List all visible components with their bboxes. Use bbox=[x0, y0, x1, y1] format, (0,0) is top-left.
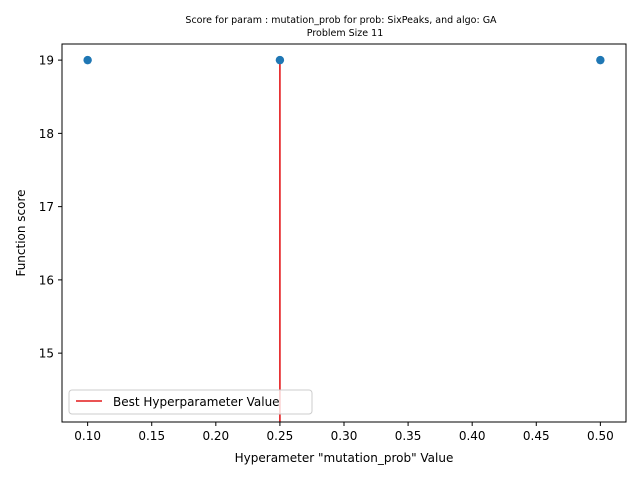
y-axis-ticks: 15 16 17 18 19 bbox=[39, 54, 62, 361]
y-tick-label: 16 bbox=[39, 273, 54, 287]
plot-area-frame bbox=[61, 43, 627, 423]
y-tick-label: 15 bbox=[39, 347, 54, 361]
chart-title-line-1: Score for param : mutation_prob for prob… bbox=[185, 15, 497, 26]
chart-title-line-2: Problem Size 11 bbox=[307, 28, 383, 39]
x-tick-label: 0.20 bbox=[202, 429, 229, 443]
y-tick-label: 18 bbox=[39, 127, 54, 141]
x-tick-label: 0.15 bbox=[138, 429, 165, 443]
plot-marks bbox=[83, 55, 605, 422]
legend-label-best-hyperparameter: Best Hyperparameter Value bbox=[113, 395, 280, 409]
data-point bbox=[596, 55, 605, 65]
x-axis-label: Hyperameter "mutation_prob" Value bbox=[235, 451, 454, 465]
x-tick-label: 0.35 bbox=[395, 429, 422, 443]
x-tick-label: 0.30 bbox=[331, 429, 358, 443]
x-tick-label: 0.50 bbox=[587, 429, 614, 443]
data-point bbox=[83, 55, 92, 65]
legend-frame bbox=[68, 389, 313, 415]
x-tick-label: 0.45 bbox=[523, 429, 550, 443]
x-axis-ticks: 0.10 0.15 0.20 0.25 0.30 0.35 0.40 0.45 0.50 bbox=[74, 422, 614, 443]
y-axis-label: Function score bbox=[14, 189, 28, 276]
x-tick-label: 0.25 bbox=[267, 429, 294, 443]
y-tick-label: 17 bbox=[39, 200, 54, 214]
x-tick-label: 0.10 bbox=[74, 429, 101, 443]
y-tick-label: 19 bbox=[39, 54, 54, 68]
x-tick-label: 0.40 bbox=[459, 429, 486, 443]
legend: Best Hyperparameter Value bbox=[68, 389, 313, 415]
data-point bbox=[275, 55, 285, 65]
